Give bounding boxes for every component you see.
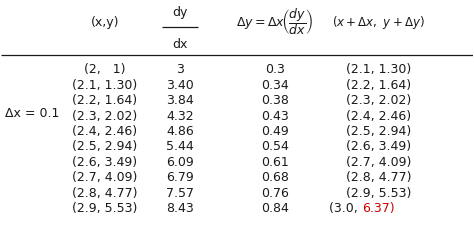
- Text: 0.43: 0.43: [261, 109, 289, 122]
- Text: 0.3: 0.3: [265, 63, 285, 76]
- Text: 6.37): 6.37): [362, 201, 395, 214]
- Text: (2.2, 1.64): (2.2, 1.64): [72, 94, 137, 107]
- Text: (2.1, 1.30): (2.1, 1.30): [346, 63, 411, 76]
- Text: 3.40: 3.40: [166, 78, 194, 91]
- Text: (2.9, 5.53): (2.9, 5.53): [346, 186, 411, 199]
- Text: (x,y): (x,y): [91, 16, 119, 29]
- Text: dy: dy: [173, 6, 188, 19]
- Text: (2.4, 2.46): (2.4, 2.46): [72, 124, 137, 137]
- Text: 3: 3: [176, 63, 184, 76]
- Text: $\Delta y = \Delta x\!\left(\dfrac{dy}{dx}\right)$: $\Delta y = \Delta x\!\left(\dfrac{dy}{d…: [236, 6, 313, 37]
- Text: (2.4, 2.46): (2.4, 2.46): [346, 109, 411, 122]
- Text: 0.54: 0.54: [261, 140, 289, 153]
- Text: 5.44: 5.44: [166, 140, 194, 153]
- Text: 0.34: 0.34: [261, 78, 289, 91]
- Text: (3.0,: (3.0,: [329, 201, 362, 214]
- Text: 0.38: 0.38: [261, 94, 289, 107]
- Text: dx: dx: [173, 38, 188, 51]
- Text: (2.8, 4.77): (2.8, 4.77): [346, 170, 411, 183]
- Text: (2.6, 3.49): (2.6, 3.49): [346, 140, 411, 153]
- Text: (2.3, 2.02): (2.3, 2.02): [346, 94, 411, 107]
- Text: (2.6, 3.49): (2.6, 3.49): [72, 155, 137, 168]
- Text: 0.76: 0.76: [261, 186, 289, 199]
- Text: 6.09: 6.09: [166, 155, 194, 168]
- Text: (2.8, 4.77): (2.8, 4.77): [72, 186, 137, 199]
- Text: Δx = 0.1: Δx = 0.1: [5, 107, 60, 120]
- Text: (2.2, 1.64): (2.2, 1.64): [346, 78, 411, 91]
- Text: 0.61: 0.61: [261, 155, 289, 168]
- Text: 0.84: 0.84: [261, 201, 289, 214]
- Text: (2.9, 5.53): (2.9, 5.53): [72, 201, 137, 214]
- Text: 0.68: 0.68: [261, 170, 289, 183]
- Text: 3.84: 3.84: [166, 94, 194, 107]
- Text: 4.86: 4.86: [166, 124, 194, 137]
- Text: (2.5, 2.94): (2.5, 2.94): [346, 124, 411, 137]
- Text: (2.5, 2.94): (2.5, 2.94): [72, 140, 137, 153]
- Text: (2.7, 4.09): (2.7, 4.09): [346, 155, 411, 168]
- Text: 8.43: 8.43: [166, 201, 194, 214]
- Text: (2.1, 1.30): (2.1, 1.30): [72, 78, 137, 91]
- Text: (2,   1): (2, 1): [84, 63, 126, 76]
- Text: (2.7, 4.09): (2.7, 4.09): [72, 170, 137, 183]
- Text: (2.3, 2.02): (2.3, 2.02): [72, 109, 137, 122]
- Text: 6.79: 6.79: [166, 170, 194, 183]
- Text: $(x + \Delta x,\ y + \Delta y)$: $(x + \Delta x,\ y + \Delta y)$: [332, 14, 425, 31]
- Text: 4.32: 4.32: [166, 109, 194, 122]
- Text: 7.57: 7.57: [166, 186, 194, 199]
- Text: 0.49: 0.49: [261, 124, 289, 137]
